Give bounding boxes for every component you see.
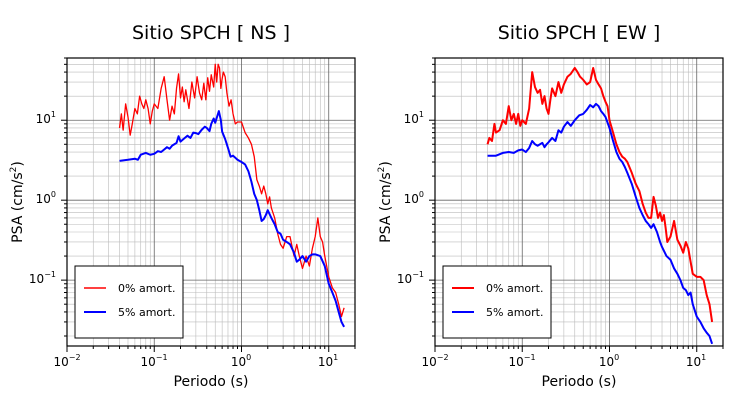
legend: 0% amort. 5% amort.: [74, 265, 184, 339]
y-tick-labels: 10−1 100 101: [397, 110, 424, 286]
legend-box: [74, 265, 184, 339]
chart-panel-ns: Sitio SPCH [ NS ] 10−2 10−1 100 101 10−1…: [9, 22, 356, 390]
x-tick-label: 100: [231, 353, 251, 369]
x-axis-label: Periodo (s): [542, 374, 617, 390]
plot-frame: [434, 57, 724, 347]
plot-frame: [66, 57, 356, 347]
y-tick-label: 101: [36, 110, 56, 126]
x-tick-label: 101: [686, 353, 706, 369]
legend-label-1: 5% amort.: [486, 306, 543, 319]
plot-area: [429, 57, 724, 352]
x-tick-label: 101: [318, 353, 338, 369]
chart-title: Sitio SPCH [ NS ]: [132, 22, 290, 44]
chart-panel-ew: Sitio SPCH [ EW ] 10−2 10−1 100 101 10−1…: [377, 22, 724, 390]
legend-label-0: 0% amort.: [486, 282, 543, 295]
x-tick-labels: 10−2 10−1 100 101: [421, 353, 706, 369]
y-axis-label: PSA (cm/s2): [377, 161, 394, 243]
x-tick-label: 10−1: [508, 353, 535, 369]
y-tick-label: 10−1: [29, 270, 56, 286]
y-tick-label: 10−1: [397, 270, 424, 286]
x-axis-label: Periodo (s): [174, 374, 249, 390]
x-tick-label: 10−2: [421, 353, 448, 369]
series-line-damped: [487, 102, 714, 345]
x-tick-label: 10−1: [140, 353, 167, 369]
x-tick-label: 10−2: [53, 353, 80, 369]
series-group: [118, 63, 345, 328]
x-tick-labels: 10−2 10−1 100 101: [53, 353, 338, 369]
y-tick-label: 101: [404, 110, 424, 126]
y-tick-labels: 10−1 100 101: [29, 110, 56, 286]
y-axis-label: PSA (cm/s2): [9, 161, 26, 243]
series-group: [486, 66, 714, 345]
series-line-undamped: [118, 63, 345, 318]
series-line-damped: [119, 110, 345, 328]
x-tick-label: 100: [599, 353, 619, 369]
minor-gridlines: [67, 57, 356, 346]
legend-box: [442, 265, 552, 339]
legend: 0% amort. 5% amort.: [442, 265, 552, 339]
legend-label-0: 0% amort.: [118, 282, 175, 295]
y-tick-label: 100: [404, 190, 424, 206]
chart-title: Sitio SPCH [ EW ]: [498, 22, 661, 44]
series-line-undamped: [486, 66, 714, 323]
y-tick-label: 100: [36, 190, 56, 206]
legend-label-1: 5% amort.: [118, 306, 175, 319]
